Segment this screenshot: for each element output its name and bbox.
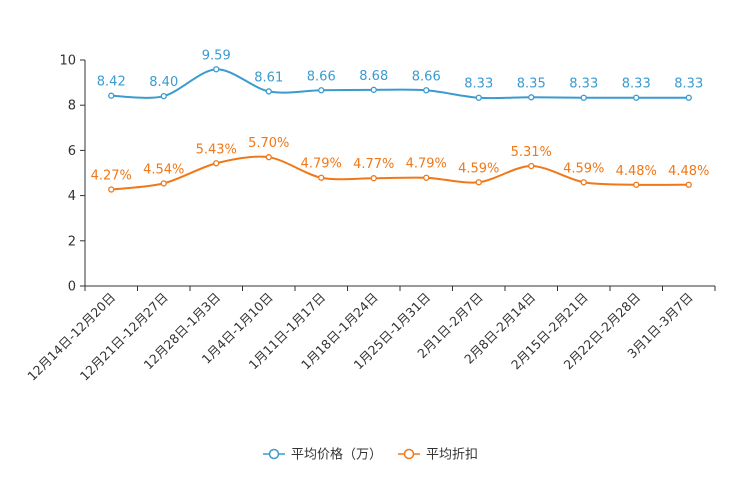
series-points	[108, 66, 692, 193]
data-label: 4.48%	[616, 164, 657, 179]
data-point	[685, 181, 692, 188]
data-point	[213, 66, 220, 73]
data-point	[633, 94, 640, 101]
data-label: 4.27%	[91, 168, 132, 183]
data-label: 8.33	[622, 77, 651, 92]
data-label: 8.42	[97, 75, 126, 90]
data-point	[108, 186, 115, 193]
data-label: 8.33	[674, 77, 703, 92]
x-tick-label: 12月21日-12月27日	[77, 290, 171, 384]
data-label: 8.61	[254, 70, 283, 85]
data-label: 4.79%	[301, 157, 342, 172]
data-point	[318, 174, 325, 181]
data-point	[108, 92, 115, 99]
data-point	[423, 87, 430, 94]
data-point	[265, 154, 272, 161]
data-label: 8.40	[149, 75, 178, 90]
legend-label: 平均价格（万）	[291, 447, 382, 463]
data-label: 8.66	[307, 69, 336, 84]
data-label: 4.79%	[406, 157, 447, 172]
data-labels: 8.42 8.40 9.59 8.61 8.66 8.68 8.66 8.33 8.35 8.33…	[91, 48, 710, 183]
legend-item-1[interactable]: 平均折扣	[398, 448, 478, 463]
series-lines	[111, 68, 689, 191]
axes: 024681012月14日-12月20日12月21日-12月27日12月28日-…	[24, 54, 716, 384]
data-label: 8.66	[412, 69, 441, 84]
x-tick-label: 12月14日-12月20日	[24, 290, 118, 384]
data-point	[423, 174, 430, 181]
data-point	[475, 179, 482, 186]
data-point	[213, 160, 220, 167]
data-point	[528, 94, 535, 101]
y-tick-label: 4	[68, 189, 76, 204]
data-point	[265, 88, 272, 95]
data-point	[528, 162, 535, 170]
legend-marker-icon	[268, 448, 280, 460]
legend-item-0[interactable]: 平均价格（万）	[263, 447, 382, 463]
data-label: 8.68	[359, 69, 388, 84]
y-tick-label: 2	[68, 234, 76, 249]
y-tick-label: 0	[68, 280, 76, 295]
data-label: 8.33	[464, 77, 493, 92]
data-point	[580, 94, 587, 101]
data-label: 4.54%	[143, 162, 184, 177]
series-line-0	[111, 68, 689, 100]
data-label: 8.33	[569, 77, 598, 92]
data-label: 5.31%	[511, 145, 552, 160]
series-line-1	[111, 155, 689, 191]
legend-label: 平均折扣	[426, 448, 478, 463]
data-point	[370, 175, 377, 182]
data-label: 9.59	[202, 48, 231, 63]
data-point	[633, 181, 640, 188]
data-label: 5.43%	[196, 142, 237, 157]
data-point	[580, 179, 587, 186]
y-tick-label: 10	[59, 54, 76, 69]
data-label: 4.59%	[563, 161, 604, 176]
y-tick-label: 6	[68, 144, 76, 159]
data-label: 4.77%	[353, 157, 394, 172]
data-point	[370, 86, 377, 93]
data-point	[685, 94, 692, 101]
data-label: 4.48%	[668, 164, 709, 179]
data-point	[160, 93, 167, 100]
data-label: 4.59%	[458, 161, 499, 176]
y-tick-label: 8	[68, 99, 76, 114]
legend-marker-icon	[403, 448, 415, 460]
data-label: 8.35	[517, 76, 546, 91]
data-point	[160, 180, 167, 187]
legend[interactable]: 平均价格（万） 平均折扣	[263, 447, 478, 463]
data-point	[475, 94, 482, 101]
data-point	[318, 87, 325, 94]
data-label: 5.70%	[248, 136, 289, 151]
